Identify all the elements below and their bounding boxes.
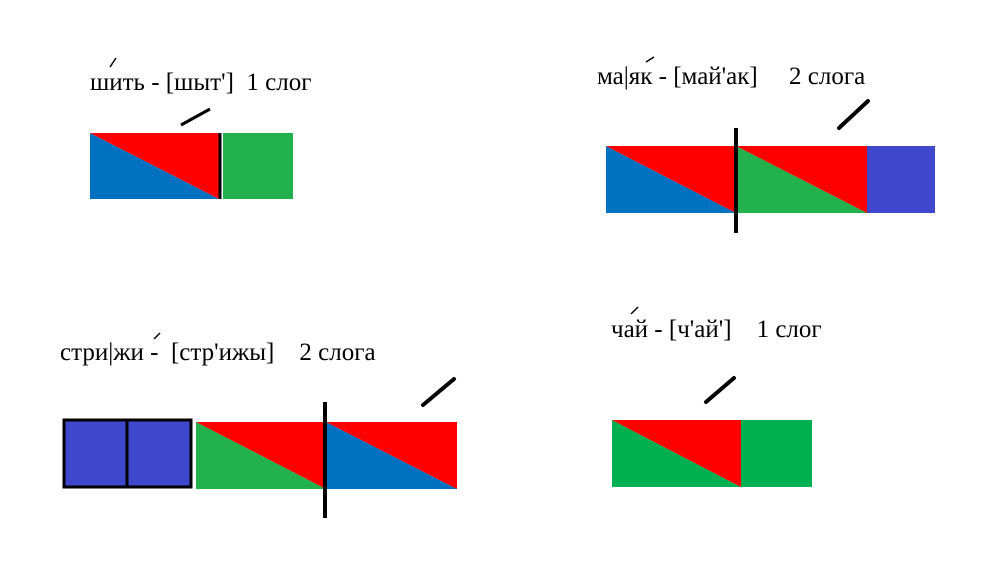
word-label-mayak: ма|як - [май'ак] 2 слога: [597, 63, 865, 90]
stress-mark: [645, 56, 655, 63]
stress-mark: [109, 57, 117, 68]
stress-mark: [153, 332, 161, 340]
vowel-half: [612, 420, 741, 487]
stress-mark: [421, 377, 456, 407]
word-label-chai: чай - [ч'ай'] 1 слог: [611, 316, 822, 343]
scheme-mayak: [606, 128, 935, 233]
scheme-strizhi: [62, 402, 457, 518]
word-label-shit: шить - [шыт'] 1 слог: [90, 69, 311, 96]
vowel-half: [196, 422, 326, 489]
vowel-half: [90, 133, 219, 199]
stress-mark: [704, 376, 736, 404]
hard-consonant-block: [62, 418, 129, 489]
soft-consonant-block: [741, 420, 812, 487]
stress-mark: [630, 306, 639, 315]
scheme-shit: [90, 133, 293, 199]
soft-consonant-block: [223, 133, 293, 199]
vowel-half: [736, 146, 867, 213]
vowel-half: [326, 422, 457, 489]
scheme-chai: [612, 420, 812, 487]
j-sound-block: [867, 146, 935, 213]
hard-consonant-block: [125, 418, 193, 489]
stress-mark: [837, 99, 870, 130]
stress-mark: [180, 107, 211, 127]
vowel-half: [606, 146, 736, 213]
word-label-strizhi: стри|жи - [стр'ижы] 2 слога: [60, 339, 376, 366]
